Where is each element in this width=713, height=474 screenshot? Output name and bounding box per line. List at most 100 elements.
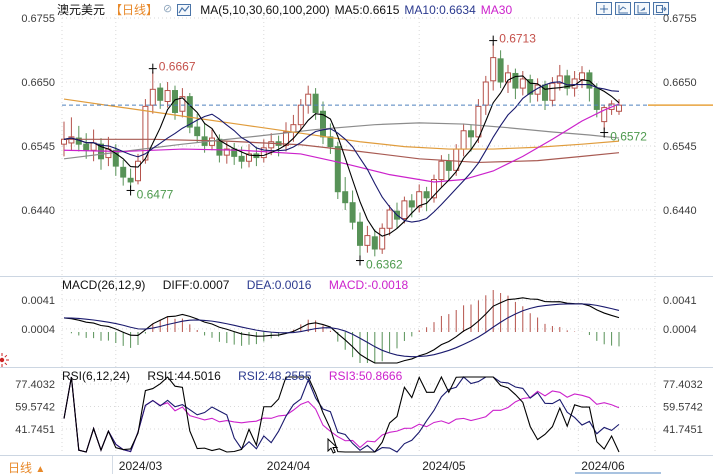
rsi1-line: [63, 375, 620, 453]
price-axis-label-right: 0.6755: [663, 13, 697, 25]
candle-body: [127, 177, 134, 183]
candle-body: [238, 155, 245, 162]
candle-body: [468, 130, 474, 138]
rsi-axis-label-right: 77.4032: [663, 379, 703, 391]
rsi-axis-label-right: 41.7451: [663, 424, 703, 436]
macd-axis-label-left: 0.0004: [21, 324, 55, 336]
rsi2-value: RSI2:48.2555: [238, 369, 312, 383]
ma60-line: [63, 98, 620, 150]
ma10-value: MA10:0.6634: [404, 2, 476, 17]
ma30-value: MA30: [480, 2, 513, 17]
candle-body: [601, 107, 608, 123]
candle-body: [61, 138, 67, 145]
candle-body: [120, 166, 127, 178]
candle-body: [135, 160, 141, 182]
candle-body: [431, 179, 437, 199]
main-chart-header: 澳元美元 【日线】 ⊘ MA(5,10,30,60,100,200) MA5:0.…: [57, 1, 512, 18]
candle-body: [342, 191, 349, 204]
candle-body: [438, 160, 445, 181]
candle-body: [519, 78, 526, 89]
ma30-line: [63, 103, 620, 183]
candle-body: [593, 87, 600, 110]
macd-axis-label-left: 0.0041: [21, 295, 55, 307]
candle-body: [475, 105, 482, 138]
candle-body: [334, 146, 341, 193]
candle-body: [564, 75, 571, 89]
rsi-axis-label-left: 77.4032: [15, 379, 55, 391]
period-dropdown-icon: ▲: [35, 464, 46, 474]
candle-body: [379, 227, 386, 250]
rsi-axis-label-left: 41.7451: [15, 424, 55, 436]
candle-body: [172, 90, 178, 113]
candle-body: [68, 136, 75, 144]
trend-tool-icon[interactable]: [634, 2, 650, 15]
candle-body: [312, 93, 319, 113]
price-axis-label-right: 0.6650: [663, 77, 697, 89]
candle-body: [179, 96, 186, 112]
ma5-value: MA5:0.6615: [334, 2, 400, 17]
scale-tool-icon[interactable]: [615, 2, 631, 15]
candle-body: [445, 160, 452, 171]
period-tag: 【日线】: [110, 3, 159, 17]
rsi3-line: [63, 376, 620, 453]
candle-body: [223, 148, 230, 156]
candle-body: [616, 104, 622, 112]
candle-body: [327, 136, 334, 148]
date-label: 2024/04: [266, 459, 311, 473]
macd-macd-value: MACD:-0.0018: [328, 278, 409, 292]
candle-body: [556, 75, 563, 84]
settings-icon[interactable]: ⊘: [163, 3, 173, 15]
low-annotation: 0.6572: [610, 130, 647, 144]
candle-body: [246, 153, 252, 162]
candle-body: [349, 202, 356, 223]
candle-body: [579, 72, 585, 81]
candle-body: [527, 79, 534, 95]
rsi-panel-header: RSI(6,12,24) RSI1:44.5016 RSI2:48.2555 R…: [62, 369, 416, 383]
candle-body: [453, 148, 460, 171]
bottom-axis-bar: 日线 ▲ 2024/03 2024/04 2024/05 2024/06: [0, 455, 713, 474]
candle-body: [290, 124, 297, 133]
ma10-line: [63, 81, 620, 223]
candle-body: [260, 147, 267, 159]
low-annotation: 0.6362: [366, 258, 403, 272]
symbol-title: 澳元美元: [57, 3, 106, 17]
macd-panel-header: MACD(26,12,9) DIFF:0.0007 DEA:0.0016 MAC…: [62, 278, 422, 292]
scrollbar-indicator[interactable]: [575, 472, 661, 474]
candle-body: [149, 88, 156, 106]
mouse-cursor: [327, 438, 339, 454]
price-axis-label-left: 0.6545: [21, 141, 55, 153]
candle-body: [83, 143, 90, 151]
price-axis-label-right: 0.6440: [663, 205, 697, 217]
bottom-bar-divider: [112, 456, 113, 474]
rsi-axis-label-left: 59.5742: [15, 401, 55, 413]
macd-axis-label-right: 0.0004: [663, 324, 697, 336]
low-annotation: 0.6477: [137, 187, 174, 201]
crosshair-tool-icon[interactable]: [596, 2, 612, 15]
high-annotation: 0.6667: [159, 60, 196, 74]
ma-chart-icon[interactable]: [177, 3, 192, 16]
candle-body: [386, 209, 393, 229]
price-axis-label-left: 0.6650: [21, 77, 55, 89]
candle-body: [164, 90, 171, 103]
ma100-line: [63, 122, 620, 160]
rsi3-value: RSI3:50.8666: [328, 369, 403, 383]
rsi1-value: RSI1:44.5016: [147, 369, 221, 383]
candle-body: [401, 200, 408, 220]
rsi-label: RSI(6,12,24): [62, 369, 131, 383]
candle-body: [364, 235, 371, 246]
ma200-line: [64, 138, 620, 164]
candle-body: [490, 57, 497, 82]
period-selector[interactable]: 日线 ▲: [8, 461, 46, 474]
candle-body: [268, 141, 275, 149]
date-label: 2024/05: [422, 459, 466, 473]
date-label: 2024/03: [118, 459, 163, 473]
macd-axis-label-right: 0.0041: [663, 295, 697, 307]
candle-body: [497, 58, 504, 83]
price-axis-label-left: 0.6755: [21, 13, 55, 25]
candle-body: [357, 221, 363, 246]
macd-dea-value: DEA:0.0016: [246, 278, 312, 292]
candle-body: [186, 96, 193, 128]
export-tool-icon[interactable]: [653, 2, 669, 15]
